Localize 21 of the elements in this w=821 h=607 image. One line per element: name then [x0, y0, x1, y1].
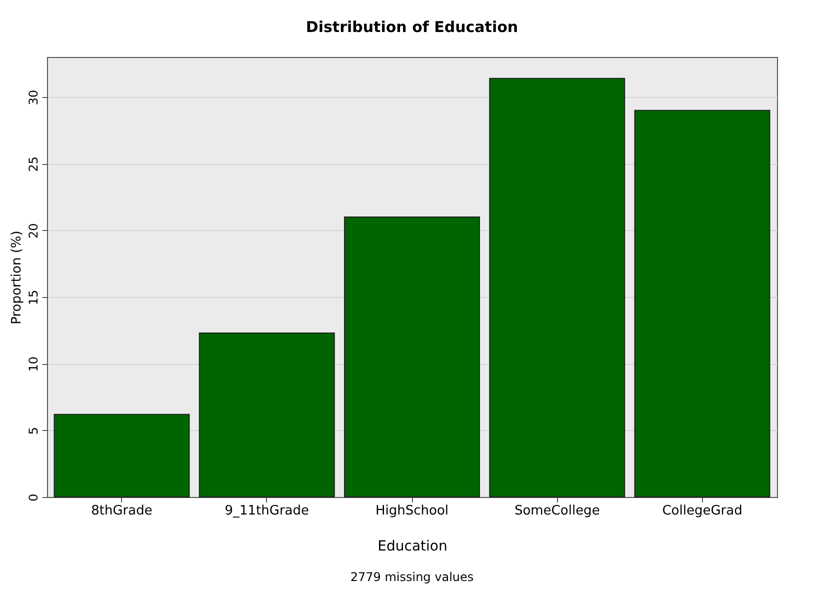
- y-tick-label: 15: [26, 290, 40, 306]
- y-tick-label: 0: [26, 494, 40, 502]
- x-axis-title: Education: [378, 538, 448, 554]
- bar: [489, 78, 626, 498]
- x-tick-label: 9_11thGrade: [224, 504, 310, 518]
- bar: [54, 414, 190, 498]
- y-tick-label: 5: [26, 427, 40, 435]
- bar: [634, 110, 770, 498]
- x-tick-label: HighSchool: [375, 504, 449, 518]
- x-tick-label: 8thGrade: [91, 504, 152, 518]
- bar: [198, 332, 335, 498]
- y-tick-label: 30: [26, 90, 40, 106]
- y-tick-label: 10: [26, 356, 40, 372]
- chart-title: Distribution of Education: [306, 18, 518, 36]
- y-tick-label: 25: [26, 156, 40, 172]
- text: 2779 missing values: [350, 570, 474, 584]
- y-tick-label: 20: [26, 223, 40, 238]
- y-axis-title: Proportion (%): [10, 230, 24, 324]
- bar: [344, 216, 480, 498]
- x-tick-label: CollegeGrad: [662, 504, 742, 518]
- x-tick-label: SomeCollege: [514, 504, 600, 518]
